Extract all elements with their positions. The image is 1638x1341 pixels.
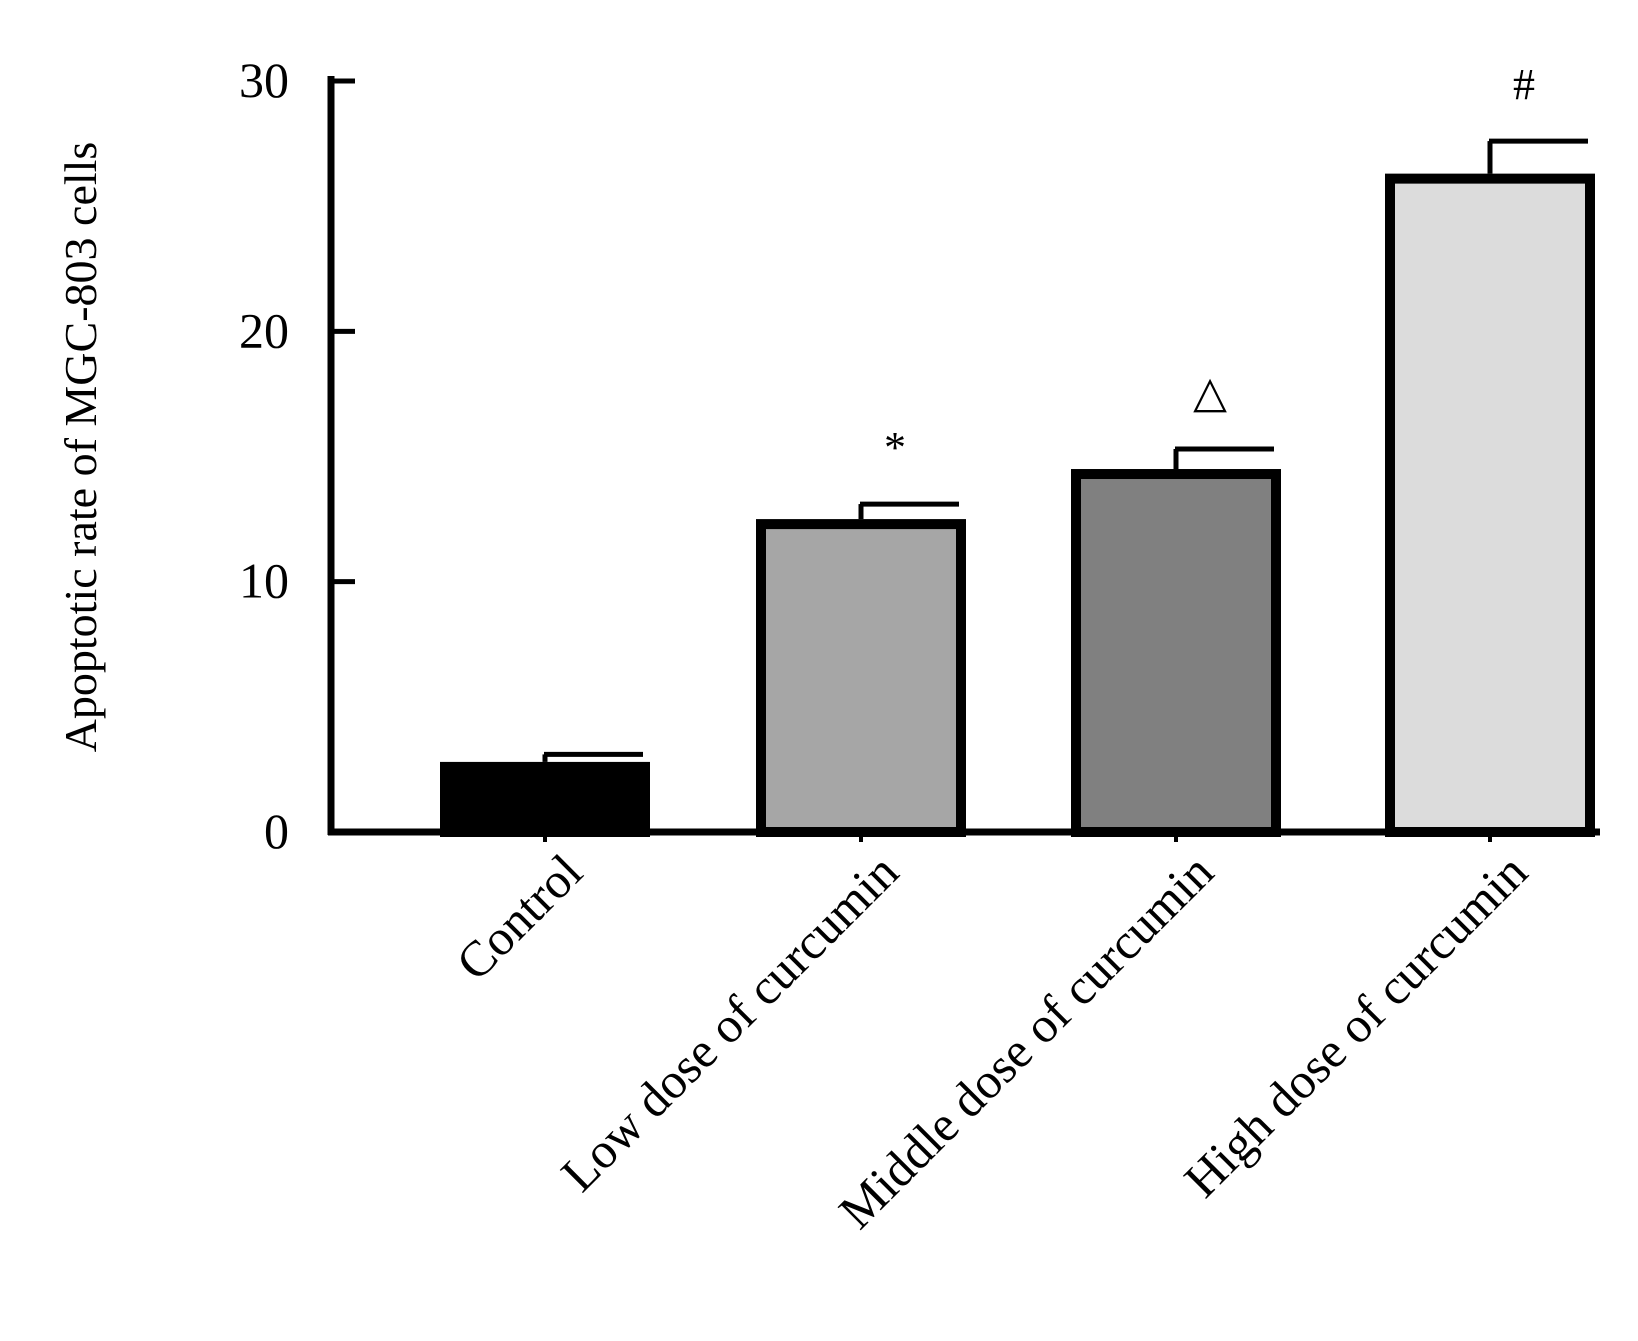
y-tick-label: 20 (239, 302, 289, 358)
significance-markers: * △ # (884, 60, 1535, 472)
y-tick-label: 30 (239, 52, 289, 108)
significance-marker: * (884, 423, 906, 472)
x-tick-label: Control (445, 843, 593, 991)
significance-marker: # (1513, 60, 1535, 109)
y-tick-label: 0 (264, 803, 289, 859)
bar (756, 519, 966, 838)
x-tick-label: High dose of curcumin (1173, 843, 1538, 1208)
bar (1071, 469, 1281, 837)
bar (1385, 173, 1595, 837)
x-tick-label: Low dose of curcumin (550, 843, 909, 1202)
bar (440, 761, 650, 837)
y-axis-label: Apoptotic rate of MGC-803 cells (55, 142, 106, 753)
y-tick-label: 10 (239, 553, 289, 609)
y-axis-ticks: 0 10 20 30 (239, 52, 355, 859)
error-bars (542, 138, 1588, 762)
significance-marker: △ (1193, 368, 1227, 417)
bars (440, 173, 1595, 838)
